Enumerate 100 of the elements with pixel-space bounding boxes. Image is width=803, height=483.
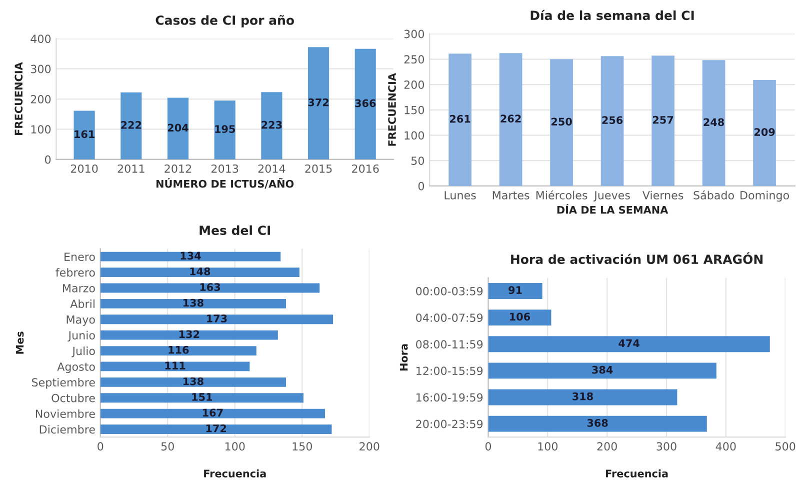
bar (120, 92, 142, 160)
y-tick-label: 150 (404, 106, 424, 114)
y-tick-label: Abril (70, 299, 94, 308)
data-label: 209 (754, 128, 775, 136)
y-tick-label: Julio (72, 346, 95, 358)
data-label: 366 (355, 99, 376, 108)
y-tick-label: febrero (56, 268, 95, 277)
x-tick-label: 0 (98, 442, 104, 451)
data-label: 167 (202, 408, 223, 417)
data-label: 384 (592, 366, 613, 374)
y-axis-title: FRECUENCIA (388, 73, 396, 146)
bar (100, 283, 320, 293)
data-label: 111 (165, 362, 186, 370)
bar (100, 408, 325, 418)
data-label: 195 (215, 125, 235, 133)
bar (100, 393, 304, 403)
bar (488, 362, 716, 379)
y-tick-label: 0 (418, 182, 424, 190)
y-tick-label: Agosto (57, 362, 95, 374)
chart-title: Día de la semana del CI (530, 10, 694, 20)
y-tick-label: Septiembre (32, 378, 95, 389)
x-axis-title: DÍA DE LA SEMANA (557, 204, 668, 214)
y-axis-title: Hora (400, 344, 408, 370)
bar (308, 47, 330, 160)
y-tick-label: Octubre (52, 394, 95, 402)
y-axis-title: Mes (16, 332, 24, 354)
y-tick-label: 200 (404, 80, 424, 89)
chart-title: Mes del CI (200, 225, 270, 236)
y-tick-label: 04:00-07:59 (416, 314, 483, 322)
chart-title: Hora de activación UM 061 ARAGÓN (511, 252, 762, 264)
y-tick-label: Mayo (66, 316, 95, 326)
bar (448, 54, 472, 186)
data-label: 204 (168, 124, 188, 132)
bar (100, 314, 334, 324)
bar (702, 60, 726, 186)
data-label: 116 (168, 346, 189, 354)
x-tick-label: 50 (161, 442, 174, 451)
data-label: 172 (206, 424, 226, 432)
x-axis-title: Frecuencia (606, 469, 668, 478)
data-label: 474 (618, 339, 640, 348)
y-tick-label: 16:00-19:59 (416, 393, 483, 402)
y-tick-label: 250 (404, 55, 424, 64)
y-tick-label: 100 (31, 125, 51, 134)
x-tick-label: Domingo (740, 190, 789, 202)
x-tick-label: Sábado (694, 190, 734, 200)
y-tick-label: Noviembre (36, 409, 95, 418)
x-tick-label: 500 (776, 442, 796, 451)
y-tick-label: Marzo (63, 284, 95, 292)
data-label: 138 (183, 377, 204, 386)
bar (100, 424, 332, 434)
x-tick-label: 400 (716, 442, 736, 451)
bar (100, 330, 278, 340)
bar (74, 110, 95, 160)
data-label: 106 (510, 312, 530, 321)
data-label: 151 (192, 393, 212, 401)
bar (550, 59, 573, 186)
x-tick-label: 150 (292, 442, 312, 451)
data-label: 173 (207, 314, 227, 322)
data-label: 161 (74, 130, 94, 138)
x-tick-label: 2010 (70, 164, 98, 173)
y-tick-label: 200 (30, 94, 51, 104)
data-label: 261 (450, 114, 470, 123)
x-tick-label: Jueves (594, 191, 630, 202)
x-tick-label: 2013 (212, 164, 238, 173)
x-tick-label: 0 (485, 442, 492, 451)
y-tick-label: 300 (404, 30, 424, 38)
data-label: 250 (551, 118, 572, 126)
data-label: 163 (200, 283, 220, 292)
data-label: 372 (308, 98, 328, 106)
bar (488, 310, 552, 326)
data-label: 134 (180, 252, 201, 260)
bar (488, 283, 542, 299)
y-tick-label: 12:00-15:59 (416, 366, 483, 376)
x-tick-label: 2014 (258, 164, 286, 173)
y-tick-label: 300 (30, 64, 51, 74)
data-label: 368 (587, 418, 608, 427)
y-tick-label: 400 (30, 34, 51, 44)
x-tick-label: Viernes (642, 190, 684, 200)
data-label: 91 (508, 286, 522, 294)
x-tick-label: 2011 (118, 164, 144, 173)
y-axis-title: FRECUENCIA (14, 62, 23, 135)
y-tick-label: Enero (64, 252, 95, 261)
bar (753, 80, 776, 186)
bar (100, 377, 286, 387)
data-label: 222 (121, 121, 142, 129)
x-tick-label: 2015 (305, 164, 332, 173)
data-label: 138 (183, 298, 204, 307)
bar (100, 252, 281, 262)
y-tick-label: Diciembre (40, 425, 95, 434)
x-tick-label: 200 (597, 442, 617, 451)
y-tick-label: 00:00-03:59 (416, 286, 483, 296)
x-tick-label: Miércoles (536, 190, 588, 200)
bar (100, 268, 300, 277)
x-tick-label: Lunes (444, 191, 476, 200)
bar (261, 92, 282, 160)
bar (652, 56, 674, 186)
data-label: 132 (179, 330, 200, 338)
x-axis-title: Frecuencia (204, 469, 266, 478)
bar (100, 346, 256, 356)
bar (214, 100, 236, 160)
